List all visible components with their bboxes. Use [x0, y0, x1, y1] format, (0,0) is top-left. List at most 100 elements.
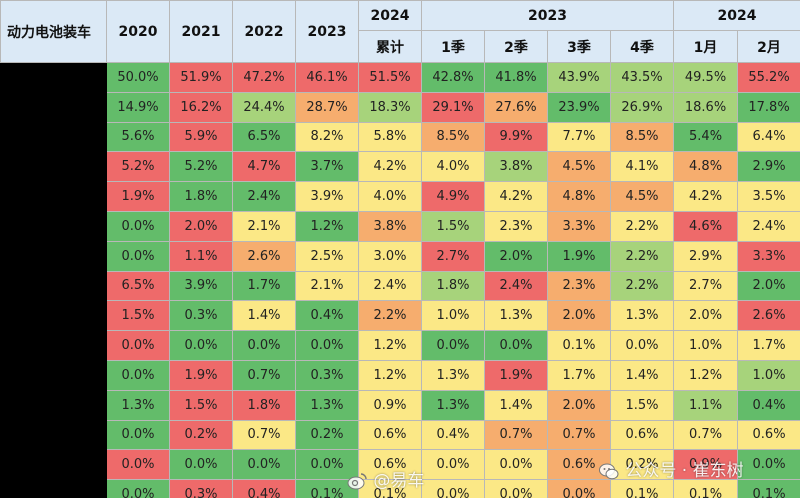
table-cell[interactable]: 0.1% [737, 479, 800, 498]
table-cell[interactable]: 8.5% [421, 121, 485, 153]
table-cell[interactable]: 8.5% [609, 121, 675, 153]
table-cell[interactable]: 2.1% [295, 270, 359, 302]
table-cell[interactable]: 0.0% [295, 330, 359, 361]
table-cell[interactable]: 4.7% [232, 151, 296, 183]
table-cell[interactable]: 0.0% [106, 330, 170, 361]
col-header-year[interactable]: 2021 [169, 0, 233, 63]
table-cell[interactable]: 1.9% [169, 359, 233, 391]
table-cell[interactable]: 0.0% [232, 330, 296, 361]
table-cell[interactable]: 41.8% [484, 62, 548, 93]
table-cell[interactable]: 1.4% [609, 359, 675, 391]
table-cell[interactable]: 4.5% [547, 151, 611, 183]
table-cell[interactable]: 26.9% [609, 91, 675, 123]
row-label-cell[interactable] [0, 121, 107, 153]
table-cell[interactable]: 0.0% [232, 449, 296, 481]
table-cell[interactable]: 0.6% [547, 449, 611, 481]
table-cell[interactable]: 2.0% [673, 300, 739, 332]
table-cell[interactable]: 0.7% [547, 419, 611, 451]
table-cell[interactable]: 28.7% [295, 91, 359, 123]
table-cell[interactable]: 2.3% [484, 210, 548, 242]
table-cell[interactable]: 3.3% [737, 240, 800, 272]
table-cell[interactable]: 1.0% [673, 330, 739, 361]
row-label-cell[interactable] [0, 62, 107, 93]
table-cell[interactable]: 1.4% [484, 389, 548, 421]
table-cell[interactable]: 1.2% [673, 359, 739, 391]
table-cell[interactable]: 0.4% [421, 419, 485, 451]
table-cell[interactable]: 2.2% [609, 270, 675, 302]
table-cell[interactable]: 2.3% [547, 270, 611, 302]
table-cell[interactable]: 4.9% [421, 181, 485, 212]
col-header-month[interactable]: 1月 [673, 30, 739, 63]
table-cell[interactable]: 0.0% [547, 479, 611, 498]
table-cell[interactable]: 1.5% [609, 389, 675, 421]
row-label-cell[interactable] [0, 359, 107, 391]
table-cell[interactable]: 24.4% [232, 91, 296, 123]
table-cell[interactable]: 0.0% [484, 449, 548, 481]
table-cell[interactable]: 0.0% [737, 449, 800, 481]
table-cell[interactable]: 5.4% [673, 121, 739, 153]
table-cell[interactable]: 3.8% [358, 210, 422, 242]
table-cell[interactable]: 6.4% [737, 121, 800, 153]
table-cell[interactable]: 2.5% [295, 240, 359, 272]
table-cell[interactable]: 0.1% [609, 479, 675, 498]
table-cell[interactable]: 6.5% [232, 121, 296, 153]
table-cell[interactable]: 47.2% [232, 62, 296, 93]
table-cell[interactable]: 7.7% [547, 121, 611, 153]
table-cell[interactable]: 2.9% [673, 240, 739, 272]
table-cell[interactable]: 29.1% [421, 91, 485, 123]
table-cell[interactable]: 1.3% [295, 389, 359, 421]
table-cell[interactable]: 1.4% [232, 300, 296, 332]
table-cell[interactable]: 1.7% [232, 270, 296, 302]
table-cell[interactable]: 0.3% [169, 479, 233, 498]
col-group-months[interactable]: 2024 [673, 0, 800, 31]
table-cell[interactable]: 46.1% [295, 62, 359, 93]
table-cell[interactable]: 3.5% [737, 181, 800, 212]
table-cell[interactable]: 1.7% [547, 359, 611, 391]
table-cell[interactable]: 1.9% [106, 181, 170, 212]
col-header-year[interactable]: 2020 [106, 0, 170, 63]
table-cell[interactable]: 2.0% [737, 270, 800, 302]
table-cell[interactable]: 5.2% [169, 151, 233, 183]
table-cell[interactable]: 4.2% [673, 181, 739, 212]
table-cell[interactable]: 4.2% [358, 151, 422, 183]
table-cell[interactable]: 4.5% [609, 181, 675, 212]
table-cell[interactable]: 0.7% [232, 359, 296, 391]
table-cell[interactable]: 0.1% [295, 479, 359, 498]
row-label-cell[interactable] [0, 419, 107, 451]
col-header-quarter[interactable]: 3季 [547, 30, 611, 63]
table-cell[interactable]: 1.5% [169, 389, 233, 421]
table-cell[interactable]: 3.9% [169, 270, 233, 302]
table-cell[interactable]: 5.6% [106, 121, 170, 153]
table-cell[interactable]: 1.5% [106, 300, 170, 332]
col-header-year[interactable]: 2022 [232, 0, 296, 63]
table-cell[interactable]: 4.8% [673, 151, 739, 183]
table-cell[interactable]: 0.1% [547, 330, 611, 361]
col-header-quarter[interactable]: 4季 [609, 30, 675, 63]
table-cell[interactable]: 51.5% [358, 62, 422, 93]
table-cell[interactable]: 3.3% [547, 210, 611, 242]
table-cell[interactable]: 0.6% [358, 419, 422, 451]
table-cell[interactable]: 0.1% [673, 479, 739, 498]
table-cell[interactable]: 17.8% [737, 91, 800, 123]
table-cell[interactable]: 0.0% [169, 330, 233, 361]
table-cell[interactable]: 0.2% [295, 419, 359, 451]
row-label-cell[interactable] [0, 210, 107, 242]
table-cell[interactable]: 43.9% [547, 62, 611, 93]
table-cell[interactable]: 4.0% [358, 181, 422, 212]
table-cell[interactable]: 1.3% [106, 389, 170, 421]
table-cell[interactable]: 0.3% [295, 359, 359, 391]
table-cell[interactable]: 23.9% [547, 91, 611, 123]
col-header-quarter[interactable]: 2季 [484, 30, 548, 63]
table-cell[interactable]: 0.3% [169, 300, 233, 332]
table-cell[interactable]: 3.7% [295, 151, 359, 183]
table-cell[interactable]: 0.4% [295, 300, 359, 332]
table-cell[interactable]: 5.2% [106, 151, 170, 183]
col-header-month[interactable]: 2月 [737, 30, 800, 63]
table-cell[interactable]: 0.0% [106, 359, 170, 391]
table-cell[interactable]: 1.1% [673, 389, 739, 421]
table-cell[interactable]: 1.3% [484, 300, 548, 332]
row-label-cell[interactable] [0, 300, 107, 332]
table-cell[interactable]: 0.6% [737, 419, 800, 451]
table-cell[interactable]: 2.0% [547, 389, 611, 421]
table-cell[interactable]: 2.0% [484, 240, 548, 272]
